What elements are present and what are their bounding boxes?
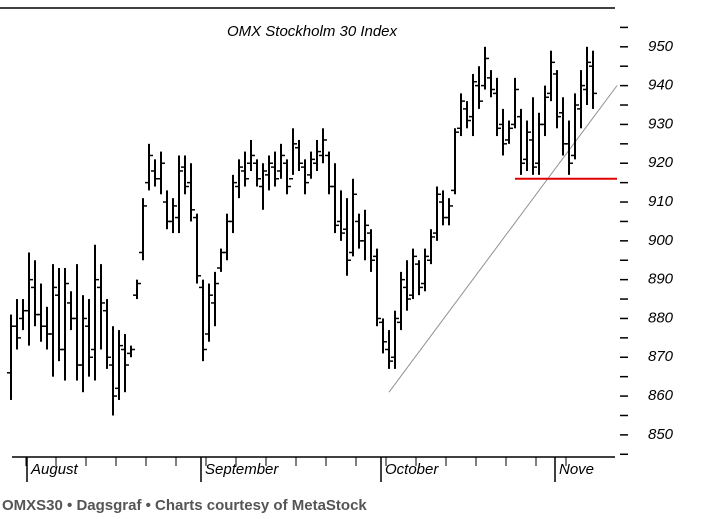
y-tick-label: 890	[648, 271, 674, 288]
y-tick-label: 850	[648, 426, 674, 443]
y-tick-label: 950	[648, 38, 674, 55]
y-tick-label: 860	[648, 387, 674, 404]
y-tick-label: 880	[648, 309, 674, 326]
y-tick-label: 940	[648, 77, 674, 94]
x-tick-label: August	[30, 461, 79, 478]
x-tick-label: October	[385, 461, 439, 478]
y-tick-label: 930	[648, 115, 674, 132]
y-tick-label: 900	[648, 232, 674, 249]
annotation-line	[388, 85, 618, 393]
x-tick-label: September	[205, 461, 279, 478]
x-tick-label: Nove	[559, 461, 594, 478]
caption: OMXS30 • Dagsgraf • Charts courtesy of M…	[2, 497, 367, 514]
chart-title: OMX Stockholm 30 Index	[227, 23, 398, 40]
y-tick-label: 910	[648, 193, 674, 210]
y-tick-label: 920	[648, 154, 674, 171]
y-tick-label: 870	[648, 348, 674, 365]
